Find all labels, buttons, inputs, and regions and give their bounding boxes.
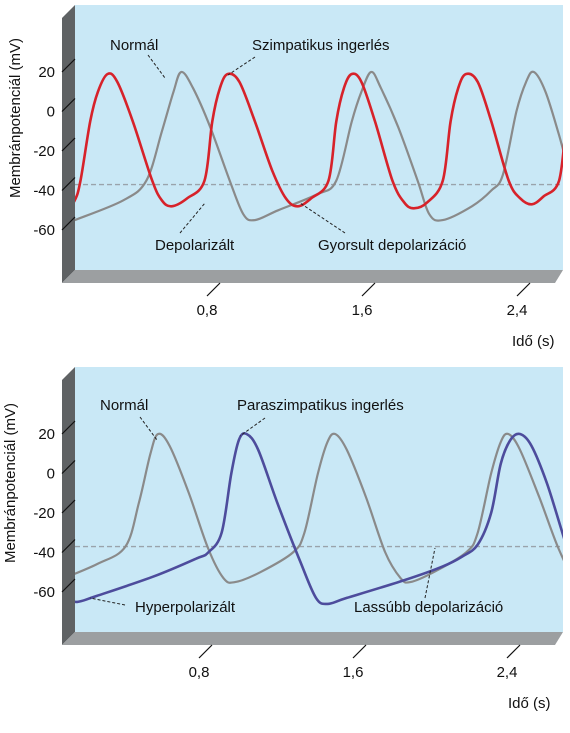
y-ticks: 20 0 -20 -40 -60 (33, 420, 76, 601)
y-tick-label: -40 (33, 545, 55, 562)
y-tick-mark (61, 177, 76, 191)
frame-floor (62, 632, 563, 645)
y-tick-mark (61, 420, 76, 435)
x-tick-label: 0,8 (197, 302, 218, 319)
y-tick-label: 0 (47, 104, 55, 121)
y-tick-label: -60 (33, 222, 55, 239)
y-tick-label: -60 (33, 584, 55, 601)
y-axis-label: Membránpotenciál (mV) (2, 403, 19, 563)
y-tick-label: -20 (33, 505, 55, 522)
y-tick-label: -20 (33, 143, 55, 160)
y-tick-label: 20 (38, 64, 55, 81)
annotation-stimulation: Paraszimpatikus ingerlés (237, 397, 404, 414)
x-tick-label: 1,6 (352, 302, 373, 319)
y-tick-mark (61, 578, 76, 593)
series-line-normal (75, 70, 563, 222)
x-axis-label-box (490, 690, 562, 717)
x-axis-label-box (490, 327, 562, 354)
leader-line (227, 56, 256, 76)
x-axis-label: Idő (s) (512, 333, 555, 350)
x-ticks: 0,8 1,6 2,4 (197, 282, 531, 319)
series-line-normal (75, 432, 563, 584)
y-tick-mark (61, 137, 76, 152)
y-tick-mark (61, 539, 76, 553)
annotation-accelerated: Gyorsult depolarizáció (318, 237, 466, 254)
plot-area (75, 5, 563, 270)
x-tick-label: 2,4 (507, 302, 528, 319)
y-tick-mark (61, 216, 76, 231)
annotation-hyperpolarized: Hyperpolarizált (135, 599, 236, 616)
plot-area (75, 367, 563, 632)
x-tick-label: 0,8 (189, 664, 210, 681)
x-tick-label: 2,4 (497, 664, 518, 681)
annotation-slower: Lassúbb depolarizáció (354, 599, 503, 616)
y-tick-label: 0 (47, 466, 55, 483)
x-tick-label: 1,6 (343, 664, 364, 681)
annotation-stimulation: Szimpatikus ingerlés (252, 37, 390, 54)
y-tick-mark (61, 460, 76, 474)
y-tick-label: 20 (38, 426, 55, 443)
y-tick-label: -40 (33, 183, 55, 200)
series-line-sympathetic (75, 72, 563, 210)
y-axis-label: Membránpotenciál (mV) (7, 38, 24, 198)
y-tick-mark (61, 499, 76, 514)
annotation-normal: Normál (110, 37, 158, 54)
leader-line (179, 202, 206, 234)
x-tick-mark (506, 644, 521, 659)
chart-panel-2: 20 0 -20 -40 -60 0,8 1,6 2,4 Normál Paraszimpa… (2, 367, 563, 717)
chart-panel-1: 20 0 -20 -40 -60 0,8 1,6 2,4 Normál Szimpatiku… (7, 5, 563, 354)
annotation-normal: Normál (100, 397, 148, 414)
x-tick-mark (206, 282, 221, 297)
leader-line (424, 547, 436, 599)
y-tick-mark (61, 58, 76, 73)
y-ticks: 20 0 -20 -40 -60 (33, 58, 76, 239)
leader-line (89, 597, 126, 606)
x-tick-mark (516, 282, 531, 297)
x-ticks: 0,8 1,6 2,4 (189, 644, 521, 681)
annotation-depolarized: Depolarizált (155, 237, 235, 254)
y-tick-mark (61, 98, 76, 112)
x-tick-mark (361, 282, 376, 297)
series-group (75, 70, 563, 222)
frame-floor (62, 270, 563, 283)
series-group (75, 432, 563, 606)
leader-line (239, 417, 266, 437)
series-line-parasympathetic (75, 432, 563, 606)
x-tick-mark (352, 644, 367, 659)
leader-line (299, 202, 346, 234)
x-axis-label: Idő (s) (508, 695, 551, 712)
x-tick-mark (198, 644, 213, 659)
